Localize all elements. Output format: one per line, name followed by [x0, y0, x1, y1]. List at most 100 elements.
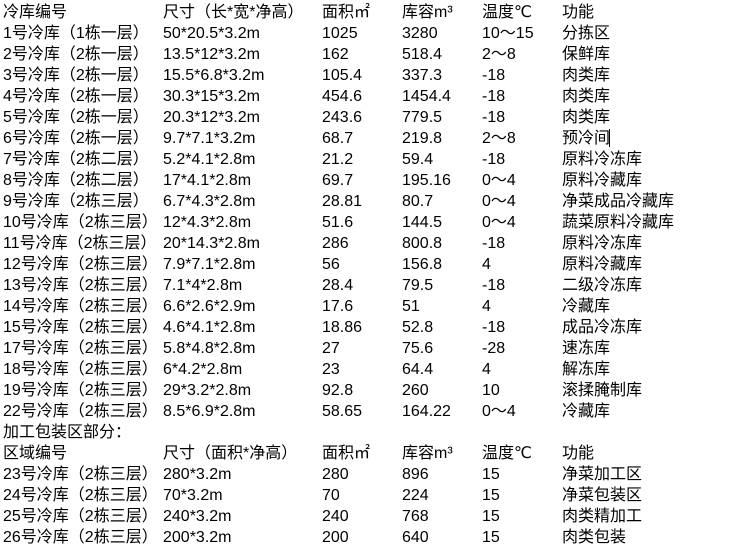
table-row-dimensions: 13.5*12*3.2m — [163, 46, 260, 63]
table-row-area: 18.86 — [322, 319, 363, 336]
table-row-room-id: 26号冷库（2栋三层） — [3, 529, 158, 546]
table-row-dimensions: 30.3*15*3.2m — [163, 88, 260, 105]
table-row-capacity: 164.22 — [402, 403, 451, 420]
table-row-room-id: 24号冷库（2栋三层） — [3, 487, 158, 504]
table-row-capacity: 52.8 — [402, 319, 434, 336]
table-row-area: 69.7 — [322, 172, 354, 189]
table-header-capacity: 库容m³ — [402, 4, 453, 21]
table-row-area: 58.65 — [322, 403, 363, 420]
table-row-room-id: 5号冷库（2栋一层） — [3, 109, 149, 126]
table-row-temperature: 10～15 — [482, 25, 534, 42]
table-row-temperature: 0～4 — [482, 214, 516, 231]
table-row-room-id: 12号冷库（2栋三层） — [3, 256, 158, 273]
table-row-room-id: 17号冷库（2栋三层） — [3, 340, 158, 357]
table-row-room-id: 13号冷库（2栋三层） — [3, 277, 158, 294]
table-row-dimensions: 7.9*7.1*2.8m — [163, 256, 256, 273]
table-row: 23号冷库（2栋三层） 280*3.2m 280 896 15 净菜加工区 — [0, 464, 753, 485]
table-row-dimensions: 6*4.2*2.8m — [163, 361, 243, 378]
table-row-capacity: 260 — [402, 382, 429, 399]
table-row: 18号冷库（2栋三层） 6*4.2*2.8m 23 64.4 4 解冻库 — [0, 359, 753, 380]
table-row-area: 27 — [322, 340, 340, 357]
table-row-temperature: 2～8 — [482, 130, 516, 147]
table-row-function: 原料冷藏库 — [562, 256, 643, 273]
table-row-room-id: 19号冷库（2栋三层） — [3, 382, 158, 399]
table-row-dimensions: 20*14.3*2.8m — [163, 235, 260, 252]
table-row-area: 105.4 — [322, 67, 363, 84]
table-row-function: 肉类库 — [562, 88, 611, 105]
table-row-dimensions: 6.7*4.3*2.8m — [163, 193, 256, 210]
table-row-dimensions: 5.2*4.1*2.8m — [163, 151, 256, 168]
table-row-capacity: 1454.4 — [402, 88, 451, 105]
table-row-temperature: 10 — [482, 382, 500, 399]
table-row-temperature: 0～4 — [482, 403, 516, 420]
table-row-function: 原料冷冻库 — [562, 151, 643, 168]
table-row-function: 肉类库 — [562, 67, 611, 84]
table-row-temperature: -18 — [482, 109, 506, 126]
table-row-capacity: 779.5 — [402, 109, 443, 126]
table-row-function: 原料冷藏库 — [562, 172, 643, 189]
table-row-function: 二级冷冻库 — [562, 277, 643, 294]
table-row-temperature: 4 — [482, 298, 491, 315]
table-row-dimensions: 7.1*4*2.8m — [163, 277, 243, 294]
table-row-capacity: 51 — [402, 298, 420, 315]
table-row: 25号冷库（2栋三层） 240*3.2m 240 768 15 肉类精加工 — [0, 506, 753, 527]
table-row-capacity: 768 — [402, 508, 429, 525]
table-row-room-id: 22号冷库（2栋三层） — [3, 403, 158, 420]
table-row-room-id: 15号冷库（2栋三层） — [3, 319, 158, 336]
table-row: 12号冷库（2栋三层） 7.9*7.1*2.8m 56 156.8 4 原料冷藏库 — [0, 254, 753, 275]
table-row-dimensions: 20.3*12*3.2m — [163, 109, 260, 126]
table-row: 19号冷库（2栋三层） 29*3.2*2.8m 92.8 260 10 滚揉腌制库 — [0, 380, 753, 401]
table-row-room-id: 11号冷库（2栋三层） — [3, 235, 157, 252]
table-row-dimensions: 8.5*6.9*2.8m — [163, 403, 256, 420]
table-row-function: 分拣区 — [562, 25, 611, 42]
table-row-dimensions: 15.5*6.8*3.2m — [163, 67, 265, 84]
table-row-function: 净菜加工区 — [562, 466, 643, 483]
table-row-function: 冷藏库 — [562, 403, 611, 420]
table-row-area: 17.6 — [322, 298, 354, 315]
table-row: 3号冷库（2栋一层） 15.5*6.8*3.2m 105.4 337.3 -18 肉类库 — [0, 65, 753, 86]
section-line: 加工包装区部分： — [0, 422, 753, 443]
table-row-capacity: 80.7 — [402, 193, 434, 210]
table-header-temperature: 温度℃ — [482, 445, 532, 462]
table-row-dimensions: 29*3.2*2.8m — [163, 382, 252, 399]
table-row-area: 56 — [322, 256, 340, 273]
table-row-temperature: -18 — [482, 151, 506, 168]
table-row-dimensions: 200*3.2m — [163, 529, 232, 546]
table-row-function: 净菜包装区 — [562, 487, 643, 504]
table-header-capacity: 库容m³ — [402, 445, 453, 462]
table-row-area: 23 — [322, 361, 340, 378]
table-row-function: 原料冷冻库 — [562, 235, 643, 252]
table-row-temperature: 15 — [482, 529, 500, 546]
table-row-room-id: 14号冷库（2栋三层） — [3, 298, 158, 315]
table-row-capacity: 64.4 — [402, 361, 434, 378]
table-row-area: 51.6 — [322, 214, 354, 231]
table-row-dimensions: 50*20.5*3.2m — [163, 25, 260, 42]
table-row-area: 280 — [322, 466, 349, 483]
table-row: 8号冷库（2栋二层） 17*4.1*2.8m 69.7 195.16 0～4 原料冷藏库 — [0, 170, 753, 191]
table-row-function: 肉类包装 — [562, 529, 627, 546]
table-row-function: 肉类库 — [562, 109, 611, 126]
table-row: 1号冷库（1栋一层） 50*20.5*3.2m 1025 3280 10～15 分拣区 — [0, 23, 753, 44]
table-row-temperature: 2～8 — [482, 46, 516, 63]
table-row-function: 解冻库 — [562, 361, 611, 378]
table-header: 区域编号 尺寸（面积*净高） 面积㎡ 库容m³ 温度℃ 功能 — [0, 443, 753, 464]
table-row-capacity: 640 — [402, 529, 429, 546]
table-row-room-id: 8号冷库（2栋二层） — [3, 172, 149, 189]
table-row-room-id: 9号冷库（2栋三层） — [3, 193, 149, 210]
table-row-temperature: -18 — [482, 67, 506, 84]
table-header: 冷库编号 尺寸（长*宽*净高） 面积㎡ 库容m³ 温度℃ 功能 — [0, 2, 753, 23]
table-row-capacity: 896 — [402, 466, 429, 483]
table-row-dimensions: 280*3.2m — [163, 466, 232, 483]
table-row: 14号冷库（2栋三层） 6.6*2.6*2.9m 17.6 51 4 冷藏库 — [0, 296, 753, 317]
table-row-function: 预冷间 — [562, 130, 611, 147]
table-row-temperature: 0～4 — [482, 172, 516, 189]
table-header-dimensions: 尺寸（长*宽*净高） — [163, 4, 304, 21]
table-row-function: 蔬菜原料冷藏库 — [562, 214, 675, 231]
table-row-area: 28.81 — [322, 193, 363, 210]
table-row-dimensions: 70*3.2m — [163, 487, 223, 504]
table-row: 5号冷库（2栋一层） 20.3*12*3.2m 243.6 779.5 -18 肉类库 — [0, 107, 753, 128]
table-row-room-id: 4号冷库（2栋一层） — [3, 88, 149, 105]
table-row-dimensions: 12*4.3*2.8m — [163, 214, 252, 231]
table-row-area: 454.6 — [322, 88, 363, 105]
